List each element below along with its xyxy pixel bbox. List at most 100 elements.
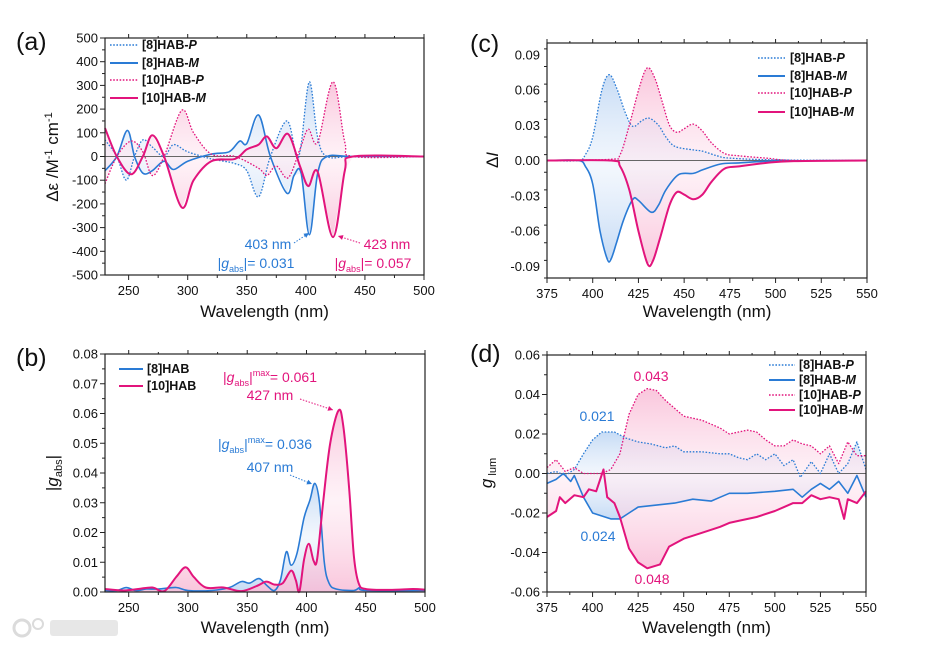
series-line-0 (546, 431, 867, 479)
legend-label-part: [8]HAB (147, 362, 189, 376)
y-axis-title: |gabs| (43, 455, 65, 491)
legend-label-part: [10]HAB- (799, 388, 852, 402)
series-line-1 (546, 472, 867, 520)
panel-c: 375 400 425 450 475 500 525 550 -0.09 -0.06 -0.03 0… (470, 30, 878, 321)
annotation-label-part: 0.024 (580, 528, 615, 544)
x-axis-title-part: Wavelength (nm) (642, 618, 771, 637)
annotation-label-part: 403 nm (245, 236, 292, 252)
legend: [8]HAB-P[8]HAB-M[10]HAB-P[10]HAB-M (758, 51, 854, 119)
y-tick-label: -400 (72, 244, 98, 259)
y-axis-title-part: Δ (483, 157, 502, 168)
x-tick-label: 400 (582, 600, 604, 615)
annotation-label-part: 423 nm (364, 236, 411, 252)
legend-label-part: [8]HAB- (790, 51, 837, 65)
y-axis-title: g lum (477, 458, 499, 488)
annotation-label-part: | (244, 436, 248, 452)
annotation-label-part: = 0.061 (270, 369, 317, 385)
arrowhead-icon (306, 479, 312, 485)
x-tick-label: 450 (354, 283, 376, 298)
annotation-label-part: max (248, 435, 266, 445)
y-tick-label: -100 (72, 173, 98, 188)
y-tick-label: 0.00 (515, 466, 540, 481)
legend-label: [8]HAB-M (799, 373, 857, 387)
x-tick-label: 450 (355, 600, 377, 615)
annotation-label-part: = 0.036 (265, 436, 312, 452)
x-tick-label: 425 (628, 286, 650, 301)
y-axis-title-part: cm (43, 122, 62, 149)
y-tick-label: 400 (76, 54, 98, 69)
y-axis-title-part: g (43, 477, 62, 487)
legend-label: [10]HAB-P (142, 73, 204, 87)
series-line-1 (104, 408, 426, 594)
x-tick-label: 350 (236, 283, 258, 298)
y-tick-label: 0.06 (73, 406, 98, 421)
x-tick-label: 300 (177, 283, 199, 298)
y-tick-label: 0 (91, 149, 98, 164)
legend-label-part: M (843, 105, 854, 119)
area-fill-pink (547, 67, 867, 264)
legend-label-part: [8]HAB- (790, 69, 837, 83)
x-tick-label: 400 (296, 600, 318, 615)
legend-label-part: P (195, 73, 204, 87)
y-tick-label: 0.01 (73, 555, 98, 570)
y-axis-title: Δε /M-1 cm-1 (43, 112, 62, 202)
legend-label-part: M (852, 403, 863, 417)
y-axis-title-part: Δε /M (43, 159, 62, 202)
legend-label: [10]HAB-M (790, 105, 854, 119)
area-fill-pink (105, 409, 425, 593)
x-tick-label: 375 (536, 600, 558, 615)
y-tick-label: 0.04 (515, 387, 540, 402)
series-line-3 (546, 468, 867, 570)
y-axis-title-part: -1 (43, 149, 55, 159)
annotation-label: 0.048 (634, 571, 669, 587)
annotation-label-part: max (253, 368, 271, 378)
annotation-label-part: 0.048 (634, 571, 669, 587)
annotation-label: 0.024 (580, 528, 615, 544)
series-line-0 (104, 482, 426, 592)
annotation-label: |gabs|max= 0.036 (218, 435, 312, 455)
x-tick-label: 525 (810, 600, 832, 615)
legend-label: [8]HAB-P (790, 51, 846, 65)
annotation-label-part: |= 0.031 (244, 255, 295, 271)
annotation-label: 423 nm (364, 236, 411, 252)
annotation-label: 427 nm (247, 387, 294, 403)
annotation-label-part: 407 nm (247, 459, 294, 475)
x-tick-label: 500 (765, 286, 787, 301)
annotation-label-part: | (249, 369, 253, 385)
y-tick-label: 0.04 (73, 466, 98, 481)
y-tick-label: 500 (76, 31, 98, 46)
series-line-3 (104, 127, 425, 239)
x-tick-label: 425 (627, 600, 649, 615)
y-axis-title-part: -1 (43, 112, 55, 122)
legend-label: [10]HAB-M (799, 403, 863, 417)
legend-label: [8]HAB (147, 362, 189, 376)
y-axis-title-part: g (477, 478, 496, 488)
panel-label: (d) (470, 340, 501, 368)
x-tick-label: 250 (118, 283, 140, 298)
x-axis-title: Wavelength (nm) (643, 302, 772, 321)
y-tick-label: 0.03 (515, 118, 540, 133)
annotation-arrow (289, 474, 313, 485)
y-tick-label: -0.06 (510, 224, 540, 239)
legend-label-part: [10]HAB- (142, 73, 195, 87)
y-tick-label: -300 (72, 220, 98, 235)
annotation-label-part: abs (346, 264, 361, 274)
legend-label-part: [10]HAB- (790, 86, 843, 100)
x-axis-title-part: Wavelength (nm) (201, 618, 330, 637)
annotation-label-part: abs (229, 445, 244, 455)
y-tick-label: 0.06 (515, 348, 540, 363)
legend-label-part: [10]HAB (147, 379, 196, 393)
legend-label-part: P (846, 358, 855, 372)
annotation-label-part: g (221, 255, 229, 271)
annotation-label-part: g (338, 255, 346, 271)
annotation-label-part: | (218, 255, 222, 271)
legend-label-part: P (837, 51, 846, 65)
x-axis-title-part: Wavelength (nm) (643, 302, 772, 321)
legend-label: [8]HAB-M (142, 56, 200, 70)
annotation-label: |gabs|max= 0.061 (223, 368, 317, 388)
legend-label-part: M (189, 56, 200, 70)
legend-label-part: [10]HAB- (799, 403, 852, 417)
annotation-label-part: |= 0.057 (361, 255, 412, 271)
y-tick-label: -0.04 (510, 545, 540, 560)
